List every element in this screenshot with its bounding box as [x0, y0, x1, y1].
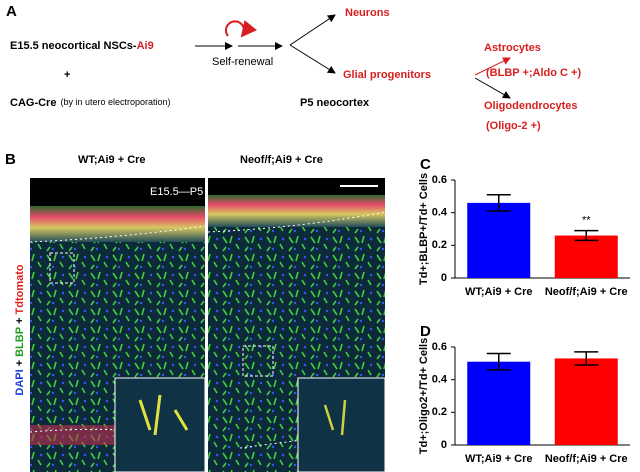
astro: Astrocytes [484, 42, 541, 54]
left-title: WT;Ai9 + Cre [78, 154, 146, 166]
loop-text: Self-renewal [212, 56, 273, 68]
plus: + [64, 69, 70, 81]
oligo: Oligodendrocytes [484, 100, 578, 112]
error-bar [574, 229, 599, 242]
panel-label: D [420, 323, 431, 340]
arrow [474, 77, 511, 99]
y-tick-label: 0.6 [432, 174, 447, 186]
x-tick-label: WT;Ai9 + Cre [465, 453, 533, 465]
cre-note: (by in utero electroporation) [60, 97, 170, 107]
bar [467, 361, 531, 445]
x-tick-label: WT;Ai9 + Cre [465, 286, 533, 298]
error-bar [486, 352, 511, 371]
renewal-icon [225, 20, 258, 38]
error-bar [486, 193, 511, 212]
right-title: Neof/f;Ai9 + Cre [240, 154, 323, 166]
bar [554, 358, 618, 445]
annotation: ** [582, 215, 591, 227]
cre-text: CAG-Cre (by in utero electroporation) [10, 97, 171, 109]
error-bar [574, 351, 599, 366]
arrow [474, 57, 511, 76]
source-tag: Ai9 [137, 40, 154, 52]
y-tick-label: 0 [441, 439, 447, 451]
y-axis-label: Td+;BLBP+/Td+ Cells [418, 173, 430, 285]
stain: + [14, 318, 26, 324]
source: E15.5 neocortical NSCs- [10, 40, 137, 52]
timeline: E15.5—P5 [150, 186, 203, 198]
bar [467, 202, 531, 278]
micrograph-left: E15.5—P5 [29, 178, 206, 472]
astro-markers: (BLBP +;Aldo C +) [486, 67, 581, 79]
y-axis-label: Td+;Oligo2+/Td+ Cells [418, 338, 430, 454]
stain: Tdtomato [14, 264, 26, 314]
panel-label: C [420, 156, 431, 173]
x-tick-label: Neof/f;Ai9 + Cre [545, 453, 628, 465]
panel-label: B [5, 151, 16, 168]
stain: + [14, 360, 26, 366]
y-tick-label: 0.2 [432, 406, 447, 418]
y-tick-label: 0.6 [432, 341, 447, 353]
y-tick-label: 0.4 [432, 374, 448, 386]
stain: DAPI [14, 369, 26, 395]
glia: Glial progenitors [343, 69, 431, 81]
arrow [289, 44, 336, 74]
panel-label: A [6, 3, 17, 20]
cre: CAG-Cre [10, 97, 56, 109]
y-tick-label: 0 [441, 272, 447, 284]
stain-label: DAPI + BLBP + Tdtomato [14, 264, 26, 395]
arrow [289, 14, 336, 46]
x-tick-label: Neof/f;Ai9 + Cre [545, 286, 628, 298]
source-text: E15.5 neocortical NSCs-Ai9 [10, 40, 154, 52]
oligo-markers: (Oligo-2 +) [486, 120, 541, 132]
y-tick-label: 0.4 [432, 207, 448, 219]
stain: BLBP [14, 327, 26, 357]
y-tick-label: 0.2 [432, 239, 447, 251]
stage: P5 neocortex [300, 97, 370, 109]
neurons: Neurons [345, 7, 390, 19]
bar [554, 235, 618, 278]
micrograph-right [207, 178, 386, 472]
